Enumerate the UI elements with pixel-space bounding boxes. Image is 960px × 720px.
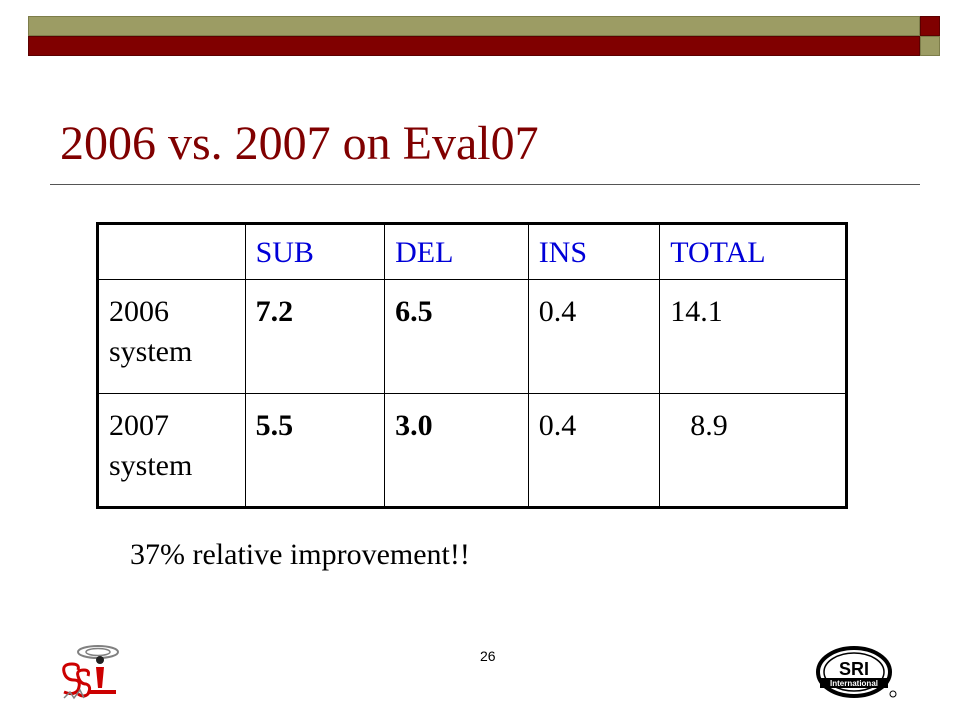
results-table: SUB DEL INS TOTAL 2006 system 7.2 6.5 0.4… bbox=[96, 222, 848, 509]
header-cell-sub: SUB bbox=[244, 223, 386, 280]
ssl-logo: SSL bbox=[60, 645, 119, 700]
ssl-logo-text: SSL bbox=[60, 671, 62, 673]
cell-ins: 0.4 bbox=[527, 279, 661, 394]
cell-sub: 5.5 bbox=[244, 393, 386, 508]
improvement-note: 37% relative improvement!! bbox=[130, 538, 470, 571]
sri-logo-main: SRI bbox=[839, 659, 869, 679]
header-cell-ins: INS bbox=[527, 223, 661, 280]
sri-logo: SRI International bbox=[816, 646, 897, 698]
row-label: 2006 system bbox=[97, 279, 246, 394]
cell-del: 3.0 bbox=[384, 393, 529, 508]
header-cell-del: DEL bbox=[384, 223, 529, 280]
header-cell-empty bbox=[97, 223, 246, 280]
top-bar-olive bbox=[28, 16, 920, 36]
page-number: 26 bbox=[480, 648, 496, 664]
row-label-line2: system bbox=[109, 335, 193, 368]
table-row: 2006 system 7.2 6.5 0.4 14.1 bbox=[97, 279, 847, 394]
corner-square-maroon bbox=[920, 16, 940, 36]
row-label-line1: 2007 bbox=[109, 409, 169, 442]
corner-square-olive bbox=[920, 36, 940, 56]
slide-title: 2006 vs. 2007 on Eval07 bbox=[60, 117, 539, 170]
cell-sub: 7.2 bbox=[244, 279, 386, 394]
table-header-row: SUB DEL INS TOTAL bbox=[97, 223, 847, 280]
cell-total: 14.1 bbox=[659, 279, 847, 394]
cell-total: 8.9 bbox=[659, 393, 847, 508]
title-divider bbox=[50, 184, 920, 185]
sri-logo-sub: International bbox=[830, 679, 878, 688]
row-label-line1: 2006 bbox=[109, 295, 169, 328]
top-bar-maroon bbox=[28, 36, 920, 56]
row-label-line2: system bbox=[109, 449, 193, 482]
cell-ins: 0.4 bbox=[527, 393, 661, 508]
row-label: 2007 system bbox=[97, 393, 246, 508]
table-row: 2007 system 5.5 3.0 0.4 8.9 bbox=[97, 393, 847, 508]
header-cell-total: TOTAL bbox=[659, 223, 847, 280]
cell-del: 6.5 bbox=[384, 279, 529, 394]
